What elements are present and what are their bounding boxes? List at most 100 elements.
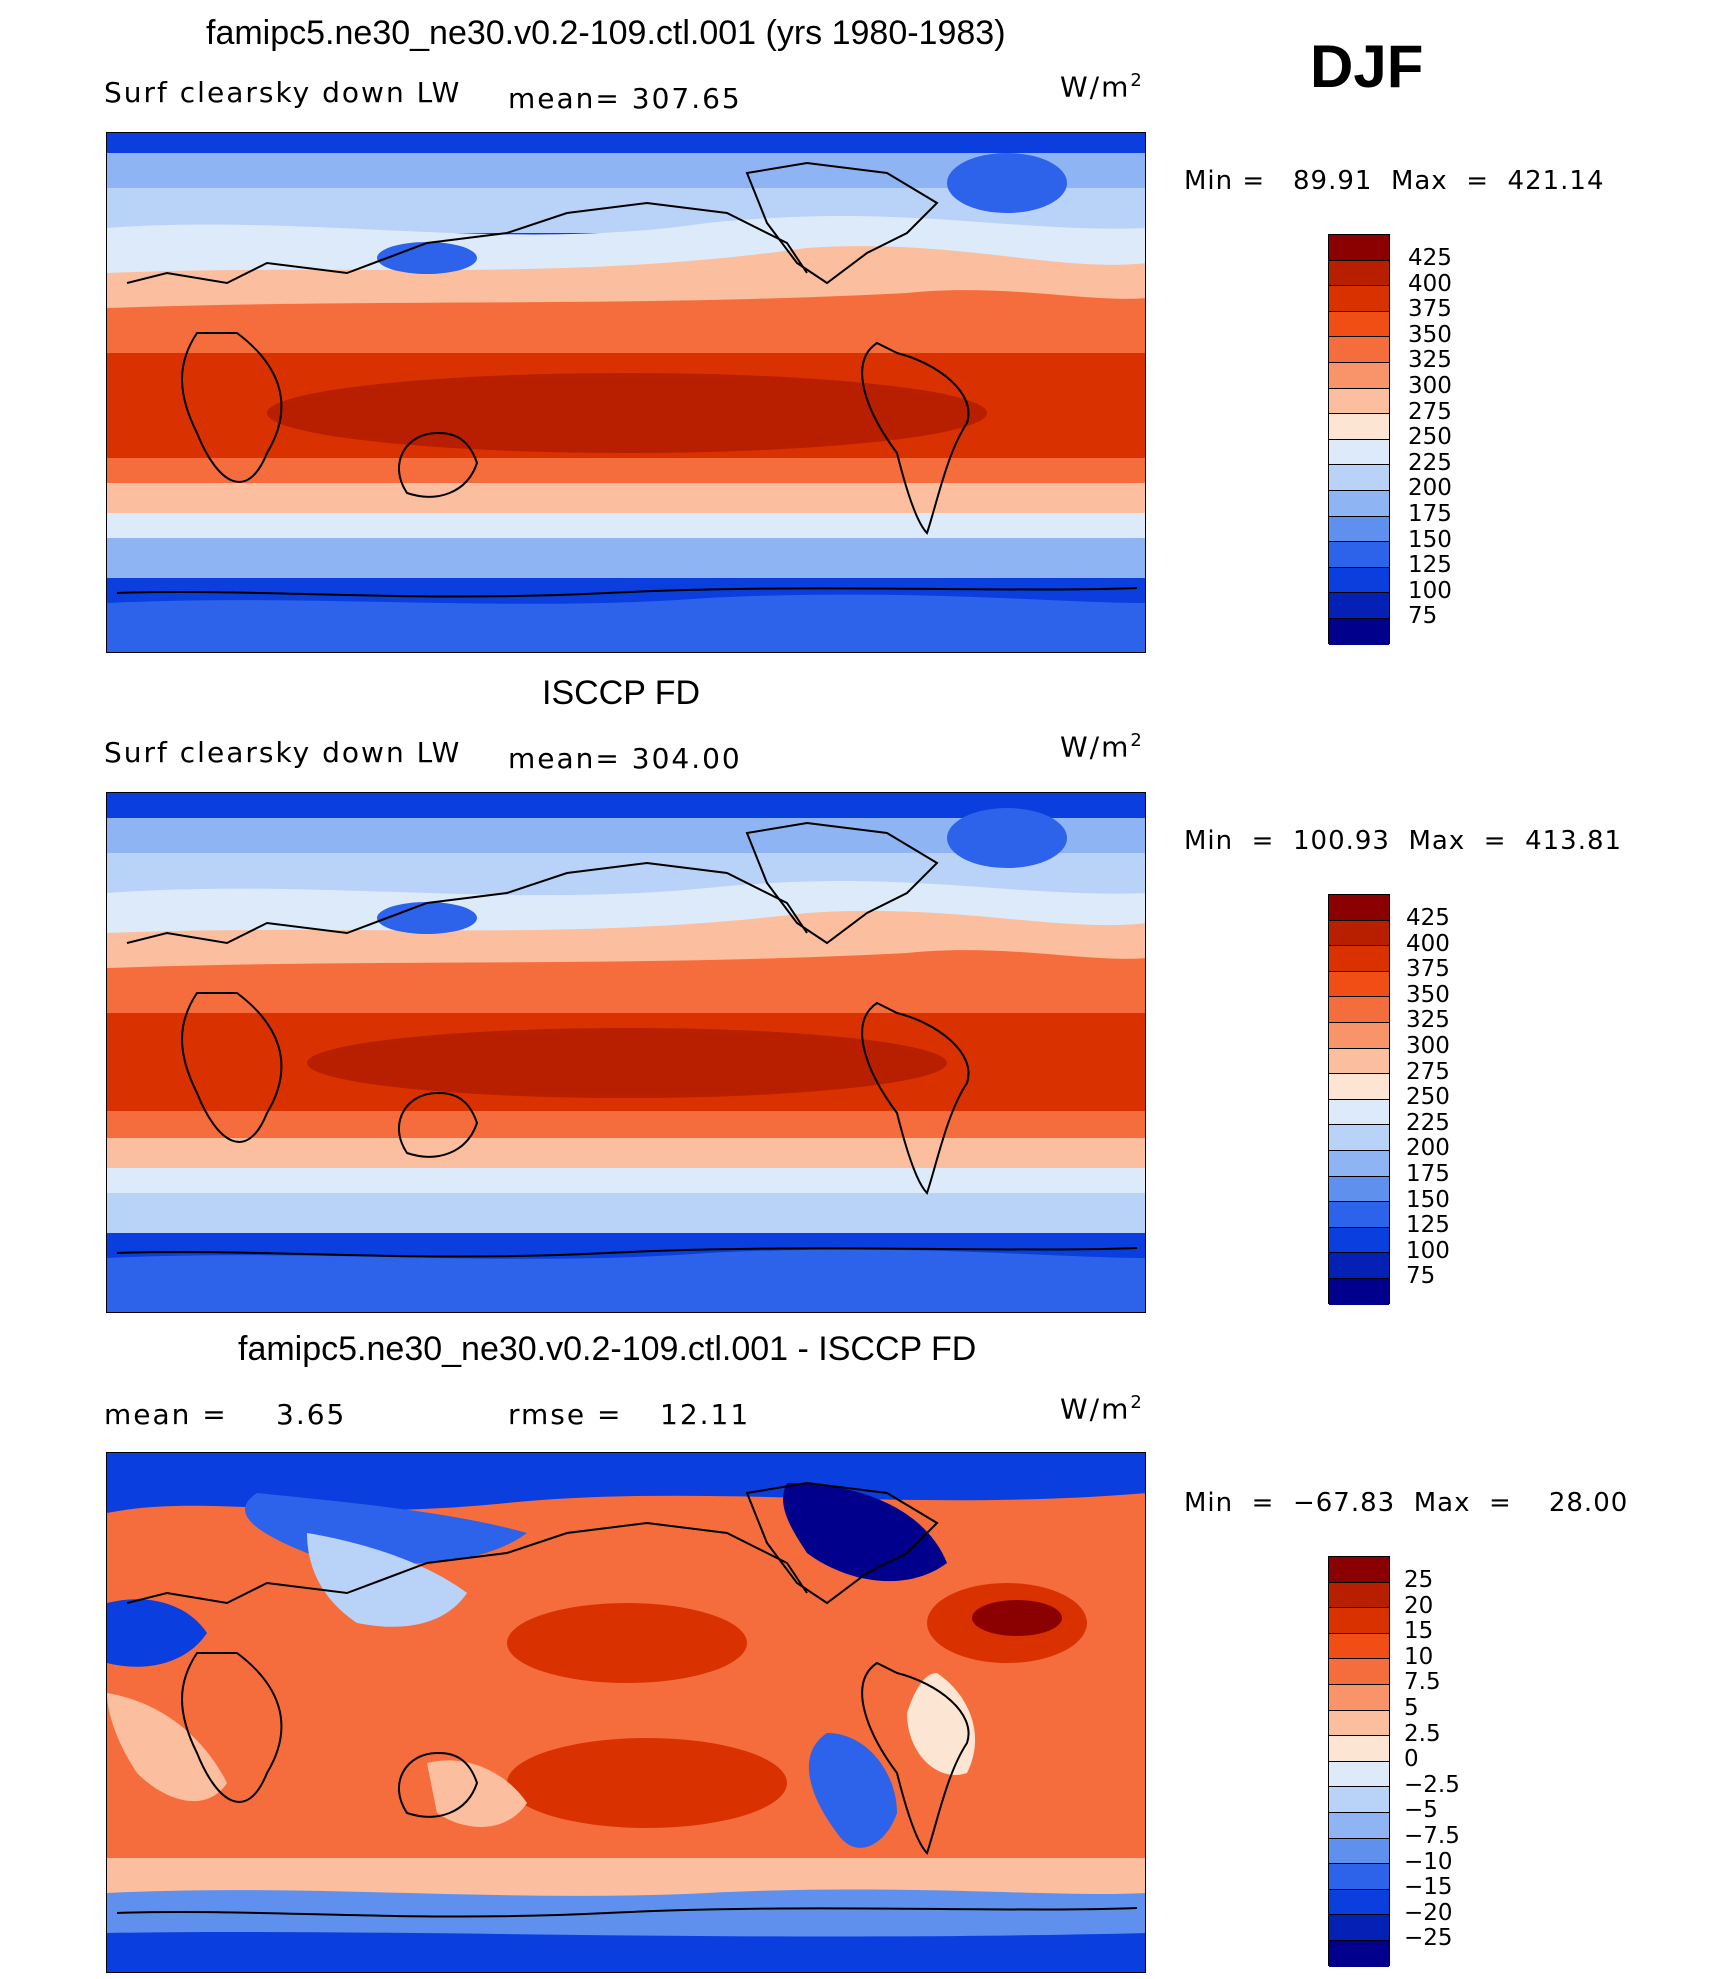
cb3-swatch-0 [1329,1557,1389,1583]
cb1-swatch-1 [1329,260,1389,287]
panel2-band [107,1249,1145,1312]
cb2-swatch-11 [1329,1176,1389,1203]
cb3-swatch-13 [1329,1889,1389,1916]
cb3-label: 15 [1404,1618,1434,1645]
panel1-variable: Surf clearsky down LW [104,76,462,109]
panel3-map-svg [107,1453,1145,1972]
panel3-band [107,1453,1145,1513]
panel2-map [106,792,1146,1313]
cb3-label: −10 [1404,1848,1453,1875]
cb2-swatch-10 [1329,1150,1389,1177]
panel3-coastlines [116,1481,1138,1918]
panel1-band [107,483,1145,518]
panel2-map-svg [107,793,1145,1312]
cb2-swatch-3 [1329,971,1389,998]
cb2-swatch-13 [1329,1227,1389,1254]
panel3-band [907,1673,976,1775]
cb2-label: 250 [1406,1084,1450,1111]
panel1-band [107,290,1145,363]
cb1-swatch-2 [1329,286,1389,312]
panel3-band [808,1733,897,1848]
cb1-swatch-12 [1329,542,1389,568]
cb2-label: 425 [1406,905,1450,931]
panel2-colorbar [1328,894,1390,1305]
panel2-units: W/m2 [1060,730,1144,764]
cb3-label: 25 [1404,1567,1434,1593]
cb1-swatch-5 [1329,362,1389,389]
panel3-band [507,1603,747,1683]
cb3-label: 10 [1404,1643,1434,1670]
cb2-swatch-15 [1329,1278,1389,1305]
cb2-swatch-14 [1329,1253,1389,1279]
panel3-colorbar [1328,1556,1390,1967]
cb1-swatch-10 [1329,490,1389,517]
panel3-title: famipc5.ne30_ne30.v0.2-109.ctl.001 - ISC… [238,1330,977,1368]
cb3-label: 5 [1404,1694,1419,1721]
panel2-band [377,902,477,934]
panel3-mean-value: 3.65 [276,1398,347,1431]
cb1-swatch-0 [1329,235,1389,261]
cb2-label: 100 [1406,1237,1450,1264]
cb1-swatch-3 [1329,311,1389,338]
panel3-units: W/m2 [1060,1392,1144,1426]
cb2-label: 350 [1406,981,1450,1008]
panel3-band [507,1738,787,1828]
cb3-swatch-15 [1329,1940,1389,1967]
cb2-swatch-0 [1329,895,1389,921]
panel2-variable: Surf clearsky down LW [104,736,462,769]
cb3-swatch-11 [1329,1838,1389,1865]
cb1-swatch-8 [1329,439,1389,466]
cb1-swatch-11 [1329,516,1389,543]
panel2-band [107,1138,1145,1173]
panel1-title: famipc5.ne30_ne30.v0.2-109.ctl.001 (yrs … [206,14,1006,52]
panel2-coastlines [116,821,1138,1258]
cb1-swatch-4 [1329,337,1389,363]
cb2-label: 375 [1406,956,1450,983]
cb2-swatch-12 [1329,1202,1389,1228]
cb3-swatch-10 [1329,1812,1389,1839]
cb2-swatch-8 [1329,1099,1389,1126]
cb2-label: 200 [1406,1135,1450,1162]
cb1-label: 275 [1408,398,1452,425]
panel1-minmax: Min = 89.91 Max = 421.14 [1184,166,1605,196]
panel2-colorbar-labels: 425 400 375 350 325 300 275 250 225 200 … [1406,905,1450,1290]
cb2-swatch-9 [1329,1125,1389,1151]
cb2-swatch-7 [1329,1074,1389,1100]
cb2-label: 75 [1406,1263,1436,1290]
cb1-label: 225 [1408,449,1452,476]
cb1-label: 350 [1408,321,1452,348]
cb2-label: 150 [1406,1186,1450,1213]
cb3-swatch-5 [1329,1684,1389,1711]
panel3-band [972,1600,1062,1636]
cb1-label: 400 [1408,270,1452,297]
panel1-units: W/m2 [1060,70,1144,104]
cb2-label: 175 [1406,1160,1450,1187]
cb3-swatch-9 [1329,1787,1389,1813]
cb2-swatch-2 [1329,946,1389,972]
panel1-band [107,538,1145,578]
cb2-label: 125 [1406,1212,1450,1239]
panel2-band [107,1111,1145,1141]
cb1-label: 150 [1408,526,1452,553]
panel1-band [947,153,1067,213]
cb1-label: 250 [1408,424,1452,451]
cb3-label: −2.5 [1404,1771,1460,1798]
cb1-label: 125 [1408,552,1452,579]
panel1-colorbar [1328,234,1390,645]
cb1-label: 100 [1408,577,1452,604]
cb2-swatch-5 [1329,1022,1389,1049]
panel1-band [267,373,987,453]
cb2-swatch-4 [1329,997,1389,1023]
panel3-band [107,1931,1145,1972]
panel3-rmse-label: rmse = [508,1398,623,1431]
cb3-label: −25 [1404,1925,1453,1952]
cb3-swatch-3 [1329,1633,1389,1660]
cb3-label: −15 [1404,1874,1453,1901]
cb1-label: 200 [1408,475,1452,502]
panel2-band [947,808,1067,868]
panel3-rmse-value: 12.11 [660,1398,751,1431]
cb3-swatch-7 [1329,1736,1389,1762]
cb1-label: 425 [1408,245,1452,271]
cb1-swatch-14 [1329,593,1389,619]
cb3-label: 2.5 [1404,1720,1441,1747]
